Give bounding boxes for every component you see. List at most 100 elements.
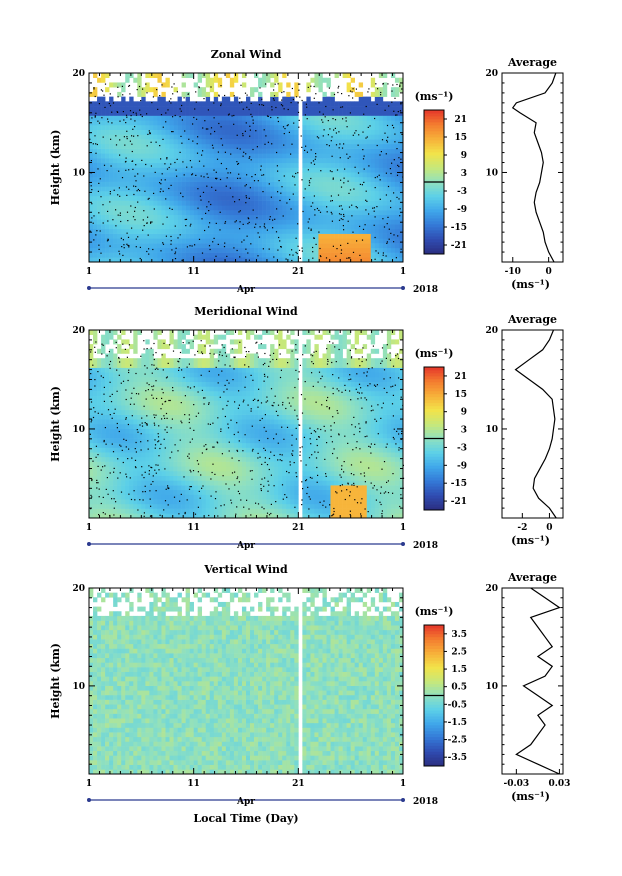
heatmap-cell [322, 243, 327, 249]
heatmap-cell [157, 442, 162, 448]
heatmap-cell [246, 162, 251, 168]
heatmap-cell [109, 353, 114, 359]
heatmap-cell [390, 148, 396, 154]
heatmap-cell [189, 461, 194, 467]
contour-dot [212, 241, 214, 243]
heatmap-cell [209, 219, 215, 225]
heatmap-cell [149, 162, 154, 168]
heatmap-cell [121, 513, 126, 519]
heatmap-cell [250, 101, 255, 107]
heatmap-cell [117, 82, 122, 88]
heatmap-cell [185, 101, 190, 107]
contour-dot [104, 106, 106, 108]
heatmap-cell [189, 456, 194, 462]
heatmap-cell [350, 124, 355, 130]
heatmap-cell [129, 143, 134, 149]
heatmap-cell [117, 414, 122, 420]
heatmap-cell [193, 195, 198, 201]
heatmap-cell [117, 143, 122, 149]
contour-dot [100, 252, 102, 254]
heatmap-cell [173, 395, 178, 401]
contour-dot [394, 97, 396, 99]
heatmap-cell [109, 195, 114, 201]
heatmap-cell [141, 485, 146, 491]
heatmap-cell [322, 252, 327, 258]
heatmap-cell [233, 181, 239, 187]
heatmap-cell [262, 238, 267, 244]
heatmap-cell [129, 372, 134, 378]
heatmap-cell [394, 191, 400, 197]
heatmap-cell [177, 214, 182, 220]
contour-dot [243, 151, 245, 153]
contour-dot [118, 187, 120, 189]
contour-dot [316, 136, 318, 138]
contour-dot [146, 92, 148, 94]
heatmap-cell [181, 153, 186, 159]
heatmap-cell [89, 224, 94, 230]
heatmap-cell [346, 205, 351, 211]
heatmap-cell [189, 115, 194, 121]
heatmap-cell [221, 181, 227, 187]
heatmap-cell [398, 110, 404, 116]
heatmap-cell [137, 134, 142, 140]
contour-dot [303, 197, 305, 199]
heatmap-cell [398, 228, 404, 234]
heatmap-cell [141, 447, 146, 453]
heatmap-cell [233, 238, 239, 244]
heatmap-cell [278, 129, 283, 135]
contour-dot [207, 109, 209, 111]
contour-dot [305, 103, 307, 105]
contour-dot [146, 250, 148, 253]
heatmap-cell [322, 219, 327, 225]
heatmap-cell [173, 238, 178, 244]
heatmap-cell [145, 82, 150, 88]
heatmap-cell [89, 508, 94, 514]
heatmap-cell [93, 162, 98, 168]
heatmap-cell [161, 210, 166, 216]
heatmap-cell [302, 210, 307, 216]
heatmap-cell [137, 438, 142, 444]
contour-dot [259, 87, 261, 89]
heatmap-cell [366, 224, 372, 230]
heatmap-cell [121, 381, 126, 387]
heatmap-cell [105, 471, 110, 476]
heatmap-cell [97, 499, 102, 505]
heatmap-cell [237, 115, 243, 121]
heatmap-cell [386, 214, 392, 220]
heatmap-cell [270, 106, 275, 112]
heatmap-cell [346, 73, 351, 79]
colorbar-band [424, 113, 444, 117]
heatmap-cell [217, 257, 223, 263]
heatmap-cell [278, 186, 283, 192]
contour-dot [109, 201, 111, 203]
colorbar [423, 109, 447, 255]
heatmap-cell [173, 243, 178, 249]
heatmap-cell [390, 106, 396, 112]
heatmap-cell [205, 91, 211, 97]
heatmap-cell [149, 106, 154, 112]
heatmap-cell [121, 191, 126, 197]
heatmap-cell [229, 172, 235, 178]
heatmap-cell [306, 243, 311, 249]
heatmap-cell [165, 419, 170, 425]
heatmap-cell [101, 101, 106, 107]
heatmap-cell [286, 228, 291, 234]
heatmap-cell [294, 158, 299, 164]
heatmap-cell [205, 153, 211, 159]
heatmap-cell [306, 224, 311, 230]
heatmap-cell [318, 176, 323, 182]
heatmap-cell [153, 186, 158, 192]
heatmap-cell [105, 485, 110, 491]
heatmap-cell [282, 134, 287, 140]
heatmap-cell [117, 228, 122, 234]
contour-dot [375, 83, 377, 85]
heatmap-cell [193, 200, 198, 206]
contour-dot [107, 121, 109, 123]
heatmap-cell [326, 228, 331, 234]
heatmap-cell [177, 339, 182, 345]
heatmap-cell [262, 120, 267, 126]
heatmap-cell [209, 148, 215, 154]
heatmap-cell [181, 228, 186, 234]
heatmap-cell [370, 181, 376, 187]
heatmap-cell [262, 129, 267, 135]
